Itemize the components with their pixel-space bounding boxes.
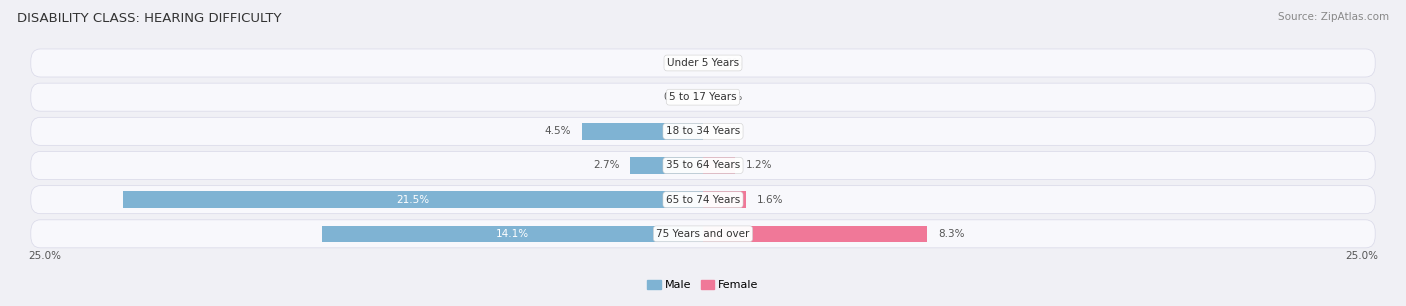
Text: 0.0%: 0.0%	[717, 58, 742, 68]
Text: 65 to 74 Years: 65 to 74 Years	[666, 195, 740, 205]
Text: Under 5 Years: Under 5 Years	[666, 58, 740, 68]
Text: 2.7%: 2.7%	[593, 160, 619, 170]
FancyBboxPatch shape	[31, 49, 1375, 77]
Text: Source: ZipAtlas.com: Source: ZipAtlas.com	[1278, 12, 1389, 22]
Text: 25.0%: 25.0%	[1346, 251, 1378, 261]
Bar	[630, 157, 703, 174]
FancyBboxPatch shape	[31, 83, 1375, 111]
Text: 4.5%: 4.5%	[544, 126, 571, 136]
Text: 25.0%: 25.0%	[28, 251, 60, 261]
Text: 35 to 64 Years: 35 to 64 Years	[666, 160, 740, 170]
Text: 8.3%: 8.3%	[938, 229, 965, 239]
Bar	[703, 226, 927, 242]
Text: 0.0%: 0.0%	[717, 126, 742, 136]
Text: 0.0%: 0.0%	[717, 92, 742, 102]
Bar	[703, 192, 747, 208]
Text: 14.1%: 14.1%	[496, 229, 529, 239]
FancyBboxPatch shape	[31, 186, 1375, 214]
FancyBboxPatch shape	[31, 220, 1375, 248]
Text: DISABILITY CLASS: HEARING DIFFICULTY: DISABILITY CLASS: HEARING DIFFICULTY	[17, 12, 281, 25]
Bar	[322, 226, 703, 242]
Text: 75 Years and over: 75 Years and over	[657, 229, 749, 239]
Text: 0.0%: 0.0%	[664, 92, 689, 102]
Legend: Male, Female: Male, Female	[647, 280, 759, 290]
Bar	[703, 157, 735, 174]
Text: 18 to 34 Years: 18 to 34 Years	[666, 126, 740, 136]
Text: 21.5%: 21.5%	[396, 195, 429, 205]
Text: 0.0%: 0.0%	[664, 58, 689, 68]
Bar	[582, 123, 703, 140]
Text: 5 to 17 Years: 5 to 17 Years	[669, 92, 737, 102]
Bar	[122, 192, 703, 208]
FancyBboxPatch shape	[31, 151, 1375, 180]
Text: 1.6%: 1.6%	[756, 195, 783, 205]
FancyBboxPatch shape	[31, 117, 1375, 145]
Text: 1.2%: 1.2%	[747, 160, 773, 170]
